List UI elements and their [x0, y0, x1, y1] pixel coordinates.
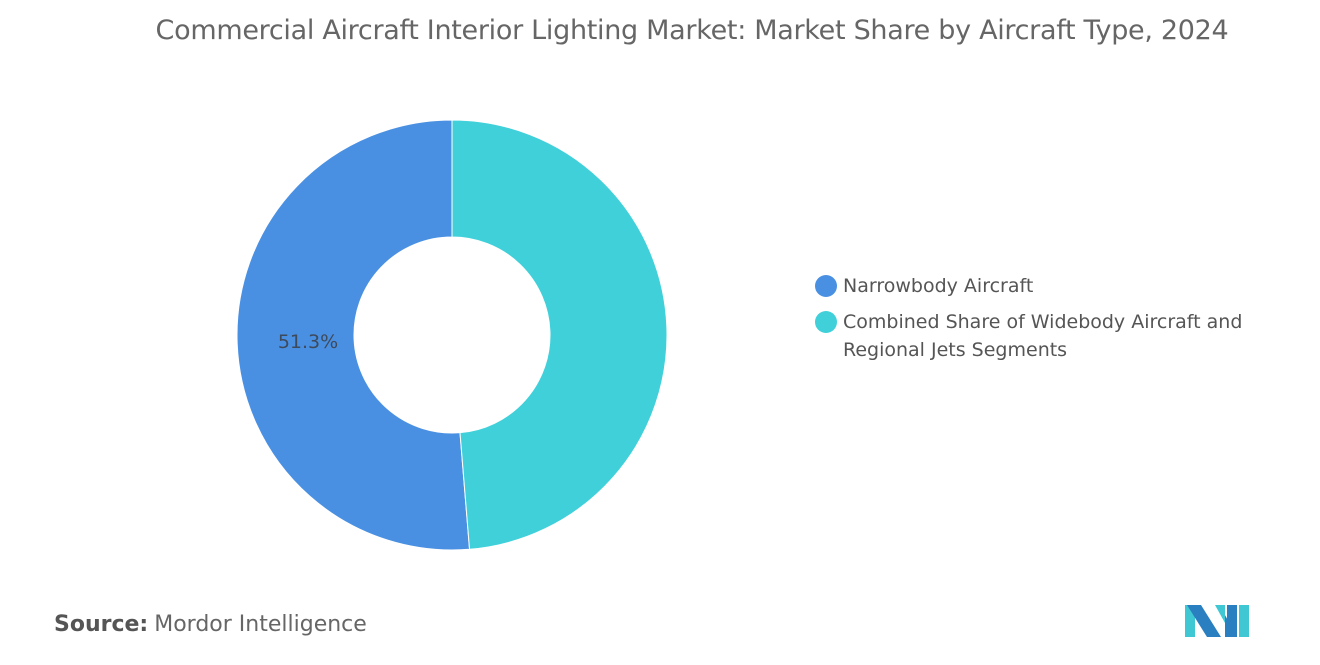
source: Source: Mordor Intelligence — [54, 612, 367, 637]
mordor-intelligence-logo — [1185, 605, 1249, 637]
source-label: Source: — [54, 612, 149, 637]
data-label-narrowbody: 51.3% — [278, 331, 338, 353]
legend-item-widebody-regional[interactable]: Combined Share of Widebody Aircraft and … — [815, 308, 1283, 364]
legend-label: Narrowbody Aircraft — [843, 275, 1034, 297]
slice-widebody-regional[interactable] — [451, 119, 668, 550]
legend-item-narrowbody[interactable]: Narrowbody Aircraft — [815, 272, 1283, 300]
legend-label: Combined Share of Widebody Aircraft and … — [843, 311, 1243, 361]
slice-narrowbody[interactable] — [236, 119, 471, 551]
source-value: Mordor Intelligence — [154, 612, 367, 637]
legend-swatch — [815, 311, 837, 333]
chart-title: Commercial Aircraft Interior Lighting Ma… — [155, 15, 1229, 46]
legend: Narrowbody Aircraft Combined Share of Wi… — [815, 272, 1283, 372]
legend-swatch — [815, 275, 837, 297]
